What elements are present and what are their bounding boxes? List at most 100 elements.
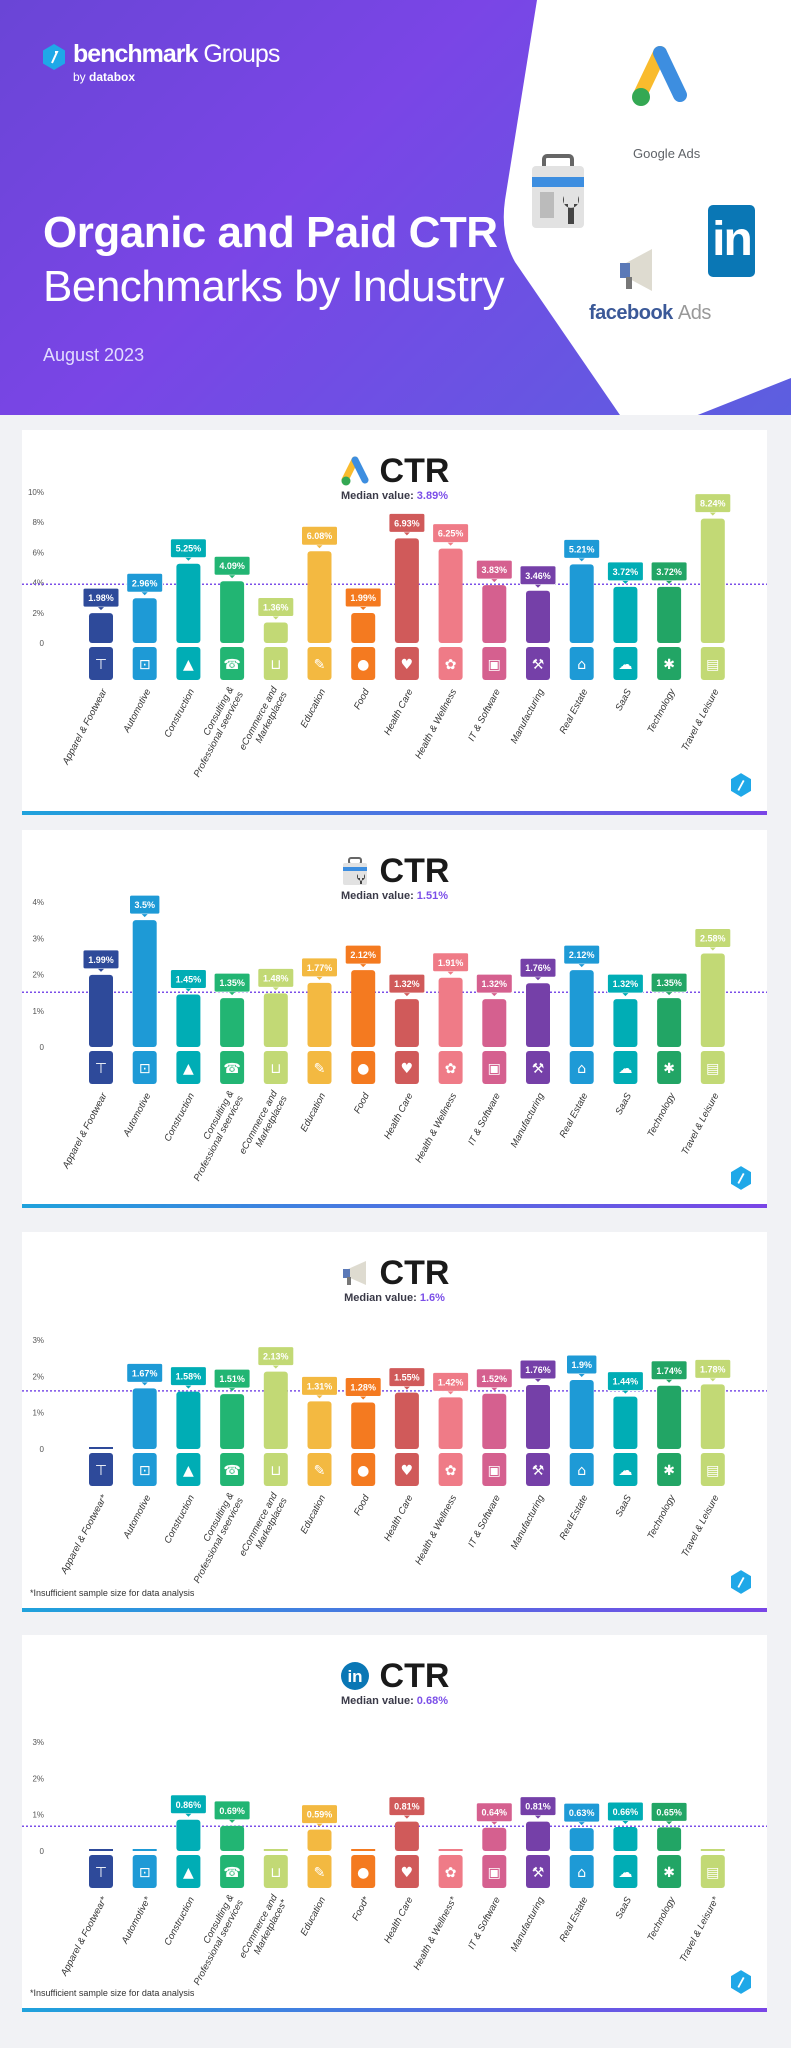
category-label: Construction [162,1895,197,1947]
industry-icon-tile [89,1855,113,1888]
value-label: 1.51% [219,1374,245,1384]
bar [394,1392,419,1449]
category-label: Construction [162,1493,197,1545]
category-label: Apparel & Footwear [60,1091,110,1172]
value-label-box [606,1371,644,1392]
category-label: IT & Software [466,1493,503,1549]
value-label-box [475,559,513,580]
bar [613,586,638,643]
median-value: 0.68% [416,1695,448,1707]
value-label: 5.21% [569,544,595,554]
value-label-pointer [535,584,541,588]
industry-icon-tile [482,1453,507,1486]
median-value-label: Median value: 3.89% [22,490,767,502]
value-label: 1.76% [525,963,551,973]
value-label-box [563,538,601,559]
value-label: 1.78% [700,1364,726,1374]
industry-icon-tile [307,1051,332,1084]
category-label: Technology [645,686,678,735]
value-label-box [432,1371,470,1392]
industry-icon-tile [263,647,288,680]
bar [351,970,376,1047]
value-label-pointer [491,993,498,997]
chart-card: CTR Median value: 1.6% 0 1% 2% 3% ⊤ Apparel & F… [22,1232,767,1612]
industry-icon-tile [700,1855,725,1888]
category-label: Food [352,687,372,712]
category-label: Real Estate [558,1493,591,1542]
google-search-console-icon [342,857,367,885]
value-label-pointer [141,914,148,918]
industry-icon-tile [263,1453,288,1486]
value-label-pointer [185,557,192,561]
value-label-box [169,538,207,559]
industry-icon-tile [526,647,550,680]
category-label: Health Care [382,687,416,737]
category-label-line: Technology [645,1090,678,1139]
category-label-line: Automotive [121,1091,153,1139]
category-label: Travel & Leisure [680,1091,722,1157]
bar [438,977,463,1047]
value-label-box [257,967,295,988]
bar [657,586,682,643]
category-label-line: Health & Wellness [413,1091,459,1165]
category-label: SaaS [613,1493,634,1519]
category-label: Education [299,1091,329,1133]
value-label-pointer [403,1815,410,1819]
y-tick-label: 2% [32,1774,44,1783]
y-tick-label: 0 [40,1043,45,1052]
chart-title: in CTR [22,1657,767,1696]
bar [700,953,725,1047]
phone-icon: ☎ [223,1865,240,1881]
industry-icon-tile [220,647,245,680]
industry-icon-tile [220,1855,245,1888]
category-label: Automotive [121,1493,153,1541]
value-label-pointer [447,971,454,975]
value-label: 2.58% [700,933,726,943]
industry-icon-tile [700,647,725,680]
value-label-pointer [272,616,279,620]
category-label: Apparel & Footwear* [58,1895,109,1979]
industry-icon-tile [438,1453,463,1486]
key-icon: ⌂ [577,1463,586,1479]
category-label: Real Estate [558,1091,591,1140]
y-tick-label: 6% [32,548,44,557]
bar [220,998,245,1047]
bar [613,1396,638,1449]
category-label-line: Construction [162,1493,197,1545]
industry-icon-tile [438,647,463,680]
card-accent-bar [22,1204,767,1208]
logo-panel [503,0,791,415]
value-label-box [475,1368,513,1389]
value-label: 2.13% [263,1352,289,1362]
google-ads-label: Google Ads [633,146,701,161]
value-label-box [388,512,426,533]
bar [220,581,245,643]
median-caption: Median value: [344,1292,420,1304]
value-label-pointer [535,1815,541,1819]
footnote: *Insufficient sample size for data analy… [30,1588,195,1598]
industry-icon-tile [657,647,682,680]
industry-icon-tile [263,1051,288,1084]
card-accent-bar [22,1608,767,1612]
industry-icon-tile [176,1051,201,1084]
value-label-pointer [229,992,236,996]
value-label-pointer [709,947,716,951]
bar [176,1819,201,1851]
category-label-line: Health Care [382,1895,416,1945]
factory-icon: ⚒ [532,1061,545,1077]
card-accent-bar [22,811,767,815]
chart-card: CTR Median value: 1.51% 0 1% 2% 3% 4% 1.99% ⊤ App… [22,830,767,1208]
industry-icon-tile [89,1051,113,1084]
category-label-line: Food [352,1493,372,1518]
y-tick-label: 10% [28,488,44,497]
chart-title-text: CTR [379,1254,450,1292]
value-label-box [301,1375,338,1396]
value-label-pointer [360,1396,367,1400]
cart-icon: ⊔ [270,657,281,673]
brand-by-name: databox [89,70,136,84]
bar [438,548,463,643]
bar [176,994,201,1047]
databox-logo-icon [731,1166,751,1190]
bar [307,982,332,1047]
category-label: Manufacturing [509,1493,547,1552]
